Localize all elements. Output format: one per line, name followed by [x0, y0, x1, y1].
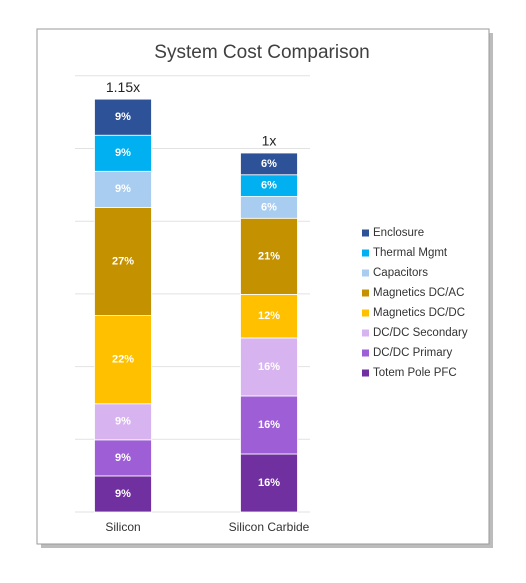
total-label: 1.15x — [106, 79, 140, 95]
bar-segment — [240, 453, 298, 513]
legend-label: Thermal Mgmt — [373, 247, 448, 259]
data-label: 9% — [115, 488, 131, 500]
bar-segment — [94, 98, 152, 136]
data-label: 6% — [261, 158, 277, 170]
legend-label: DC/DC Primary — [373, 347, 452, 359]
bar-segment — [240, 294, 298, 339]
data-label: 21% — [258, 250, 280, 262]
data-label: 9% — [115, 111, 131, 123]
legend-swatch — [362, 329, 369, 337]
data-label: 16% — [258, 361, 280, 373]
data-label: 6% — [261, 201, 277, 213]
x-tick-label: Silicon — [105, 520, 140, 534]
data-label: 27% — [112, 255, 134, 267]
bar-segment — [94, 134, 152, 172]
chart-title: System Cost Comparison — [154, 42, 369, 63]
data-label: 9% — [115, 452, 131, 464]
data-label: 9% — [115, 147, 131, 159]
bar-segment — [94, 475, 152, 513]
x-tick-label: Silicon Carbide — [229, 520, 310, 534]
data-label: 16% — [258, 419, 280, 431]
legend-label: Enclosure — [373, 227, 424, 239]
legend-label: Capacitors — [373, 267, 428, 279]
bar-segment — [94, 439, 152, 477]
legend-swatch — [362, 269, 369, 277]
legend-swatch — [362, 309, 369, 317]
legend-swatch — [362, 289, 369, 297]
data-label: 6% — [261, 180, 277, 192]
bar-segment — [94, 403, 152, 441]
bar-segment — [240, 152, 298, 176]
legend-swatch — [362, 229, 369, 237]
legend-swatch — [362, 249, 369, 257]
data-label: 16% — [258, 477, 280, 489]
total-label: 1x — [262, 133, 277, 149]
legend-label: DC/DC Secondary — [373, 327, 468, 339]
data-label: 12% — [258, 310, 280, 322]
bar-segment — [240, 337, 298, 397]
bar-segment — [94, 170, 152, 208]
legend-swatch — [362, 349, 369, 357]
bar-segment — [240, 395, 298, 455]
legend-label: Magnetics DC/DC — [373, 307, 465, 319]
data-label: 9% — [115, 416, 131, 428]
data-label: 9% — [115, 183, 131, 195]
legend-swatch — [362, 369, 369, 377]
legend-label: Totem Pole PFC — [373, 367, 457, 379]
legend-label: Magnetics DC/AC — [373, 287, 464, 299]
data-label: 22% — [112, 354, 134, 366]
bar-segment — [94, 315, 152, 405]
bar-segment — [94, 206, 152, 316]
